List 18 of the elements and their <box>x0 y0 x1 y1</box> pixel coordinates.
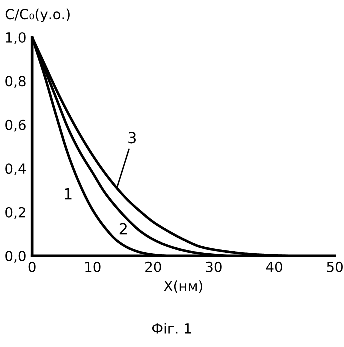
series-label: 1 <box>65 188 72 200</box>
y-tick-label: 0,2 <box>6 207 26 220</box>
text: 3 <box>128 132 136 144</box>
x-tick-label: 20 <box>146 262 162 272</box>
y-tick-label: 0,4 <box>6 164 26 176</box>
y-tick-label: 0,6 <box>6 120 26 132</box>
text: Фіг. 1 <box>152 323 192 334</box>
x-tick-label: 0 <box>28 262 36 272</box>
y-tick-label: 0,8 <box>6 76 26 88</box>
x-tick-label: 50 <box>327 262 343 272</box>
x-tick-label: 40 <box>266 262 282 272</box>
y-axis-title: C/C₀(у.о.) <box>6 8 70 22</box>
y-tick-label: 0,0 <box>6 251 26 263</box>
x-tick-label: 10 <box>86 262 101 272</box>
x-axis-title: X(нм) <box>164 280 202 294</box>
series-label: 2 <box>120 223 127 235</box>
x-tick-label: 30 <box>206 262 222 272</box>
y-tick-label: 1,0 <box>6 32 26 44</box>
